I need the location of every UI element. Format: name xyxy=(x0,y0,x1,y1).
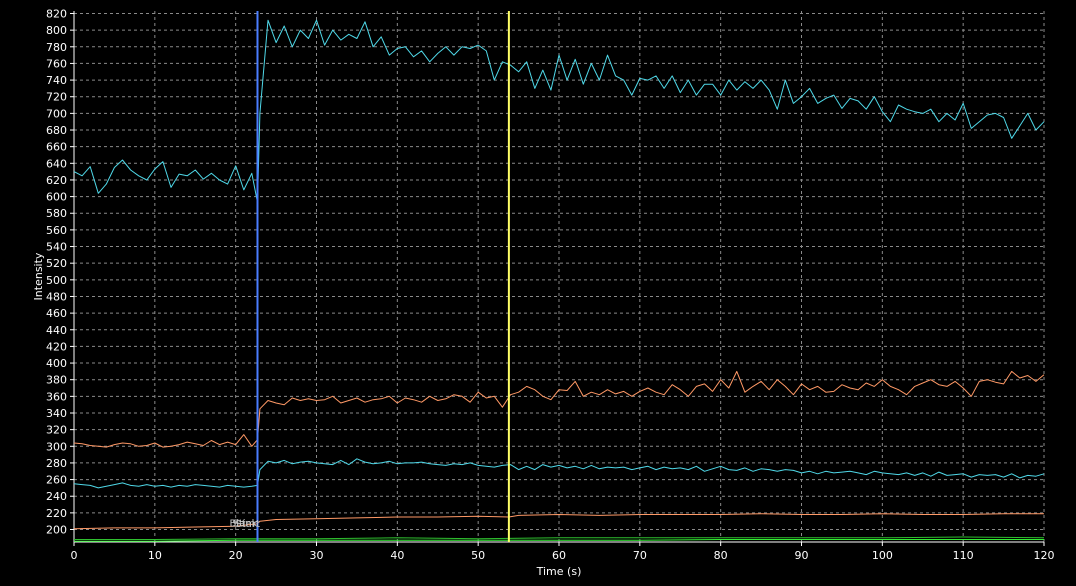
axes-layer: 0 10 20 30 40 50 60 70 80 90 100 110 120 200 220 240 260… xyxy=(46,7,1055,562)
x-tick-label: 110 xyxy=(953,549,974,562)
y-tick-label: 560 xyxy=(46,224,67,237)
y-tick-label: 360 xyxy=(46,390,67,403)
y-tick-label: 460 xyxy=(46,307,67,320)
marker-label: Start xyxy=(235,519,260,530)
y-tick-label: 340 xyxy=(46,407,67,420)
y-tick-label: 480 xyxy=(46,290,67,303)
y-tick-label: 200 xyxy=(46,524,67,537)
y-axis-title: Intensity xyxy=(32,252,45,300)
x-tick-label: 80 xyxy=(714,549,728,562)
y-tick-label: 800 xyxy=(46,24,67,37)
y-tick-label: 280 xyxy=(46,457,67,470)
y-tick-label: 660 xyxy=(46,141,67,154)
y-tick-label: 240 xyxy=(46,490,67,503)
y-tick-label: 420 xyxy=(46,340,67,353)
marker-label: Stim xyxy=(232,519,255,530)
series-line-6 xyxy=(74,536,1045,540)
y-tick-label: 260 xyxy=(46,474,67,487)
x-tick-label: 60 xyxy=(552,549,566,562)
y-tick-label: 740 xyxy=(46,74,67,87)
y-tick-label: 580 xyxy=(46,207,67,220)
series-line-5 xyxy=(74,539,1044,542)
y-tick-label: 400 xyxy=(46,357,67,370)
x-tick-label: 70 xyxy=(633,549,647,562)
series-layer xyxy=(73,19,1045,542)
y-tick-label: 640 xyxy=(46,157,67,170)
y-tick-label: 820 xyxy=(46,7,67,20)
x-tick-label: 120 xyxy=(1034,549,1055,562)
series-line-4 xyxy=(73,513,1044,530)
x-tick-label: 10 xyxy=(148,549,162,562)
x-tick-label: 20 xyxy=(229,549,243,562)
y-tick-label: 760 xyxy=(46,57,67,70)
y-tick-label: 440 xyxy=(46,324,67,337)
x-tick-label: 100 xyxy=(872,549,893,562)
y-tick-label: 620 xyxy=(46,174,67,187)
y-tick-label: 720 xyxy=(46,91,67,104)
y-tick-label: 320 xyxy=(46,424,67,437)
series-line-1 xyxy=(73,19,1045,203)
y-tick-label: 600 xyxy=(46,191,67,204)
x-tick-label: 30 xyxy=(310,549,324,562)
y-tick-label: 500 xyxy=(46,274,67,287)
grid-layer xyxy=(73,11,1045,542)
y-tick-label: 300 xyxy=(46,440,67,453)
marker-label: Blank xyxy=(229,518,257,529)
y-tick-label: 780 xyxy=(46,41,67,54)
x-tick-label: 50 xyxy=(471,549,485,562)
y-tick-label: 380 xyxy=(46,374,67,387)
y-tick-label: 220 xyxy=(46,507,67,520)
x-tick-label: 90 xyxy=(795,549,809,562)
series-line-3 xyxy=(73,458,1045,489)
y-tick-label: 520 xyxy=(46,257,67,270)
x-axis-title: Time (s) xyxy=(536,565,582,578)
y-tick-label: 700 xyxy=(46,107,67,120)
series-line-2 xyxy=(73,370,1045,448)
x-tick-label: 0 xyxy=(71,549,78,562)
y-tick-label: 540 xyxy=(46,241,67,254)
x-tick-label: 40 xyxy=(390,549,404,562)
y-tick-label: 680 xyxy=(46,124,67,137)
